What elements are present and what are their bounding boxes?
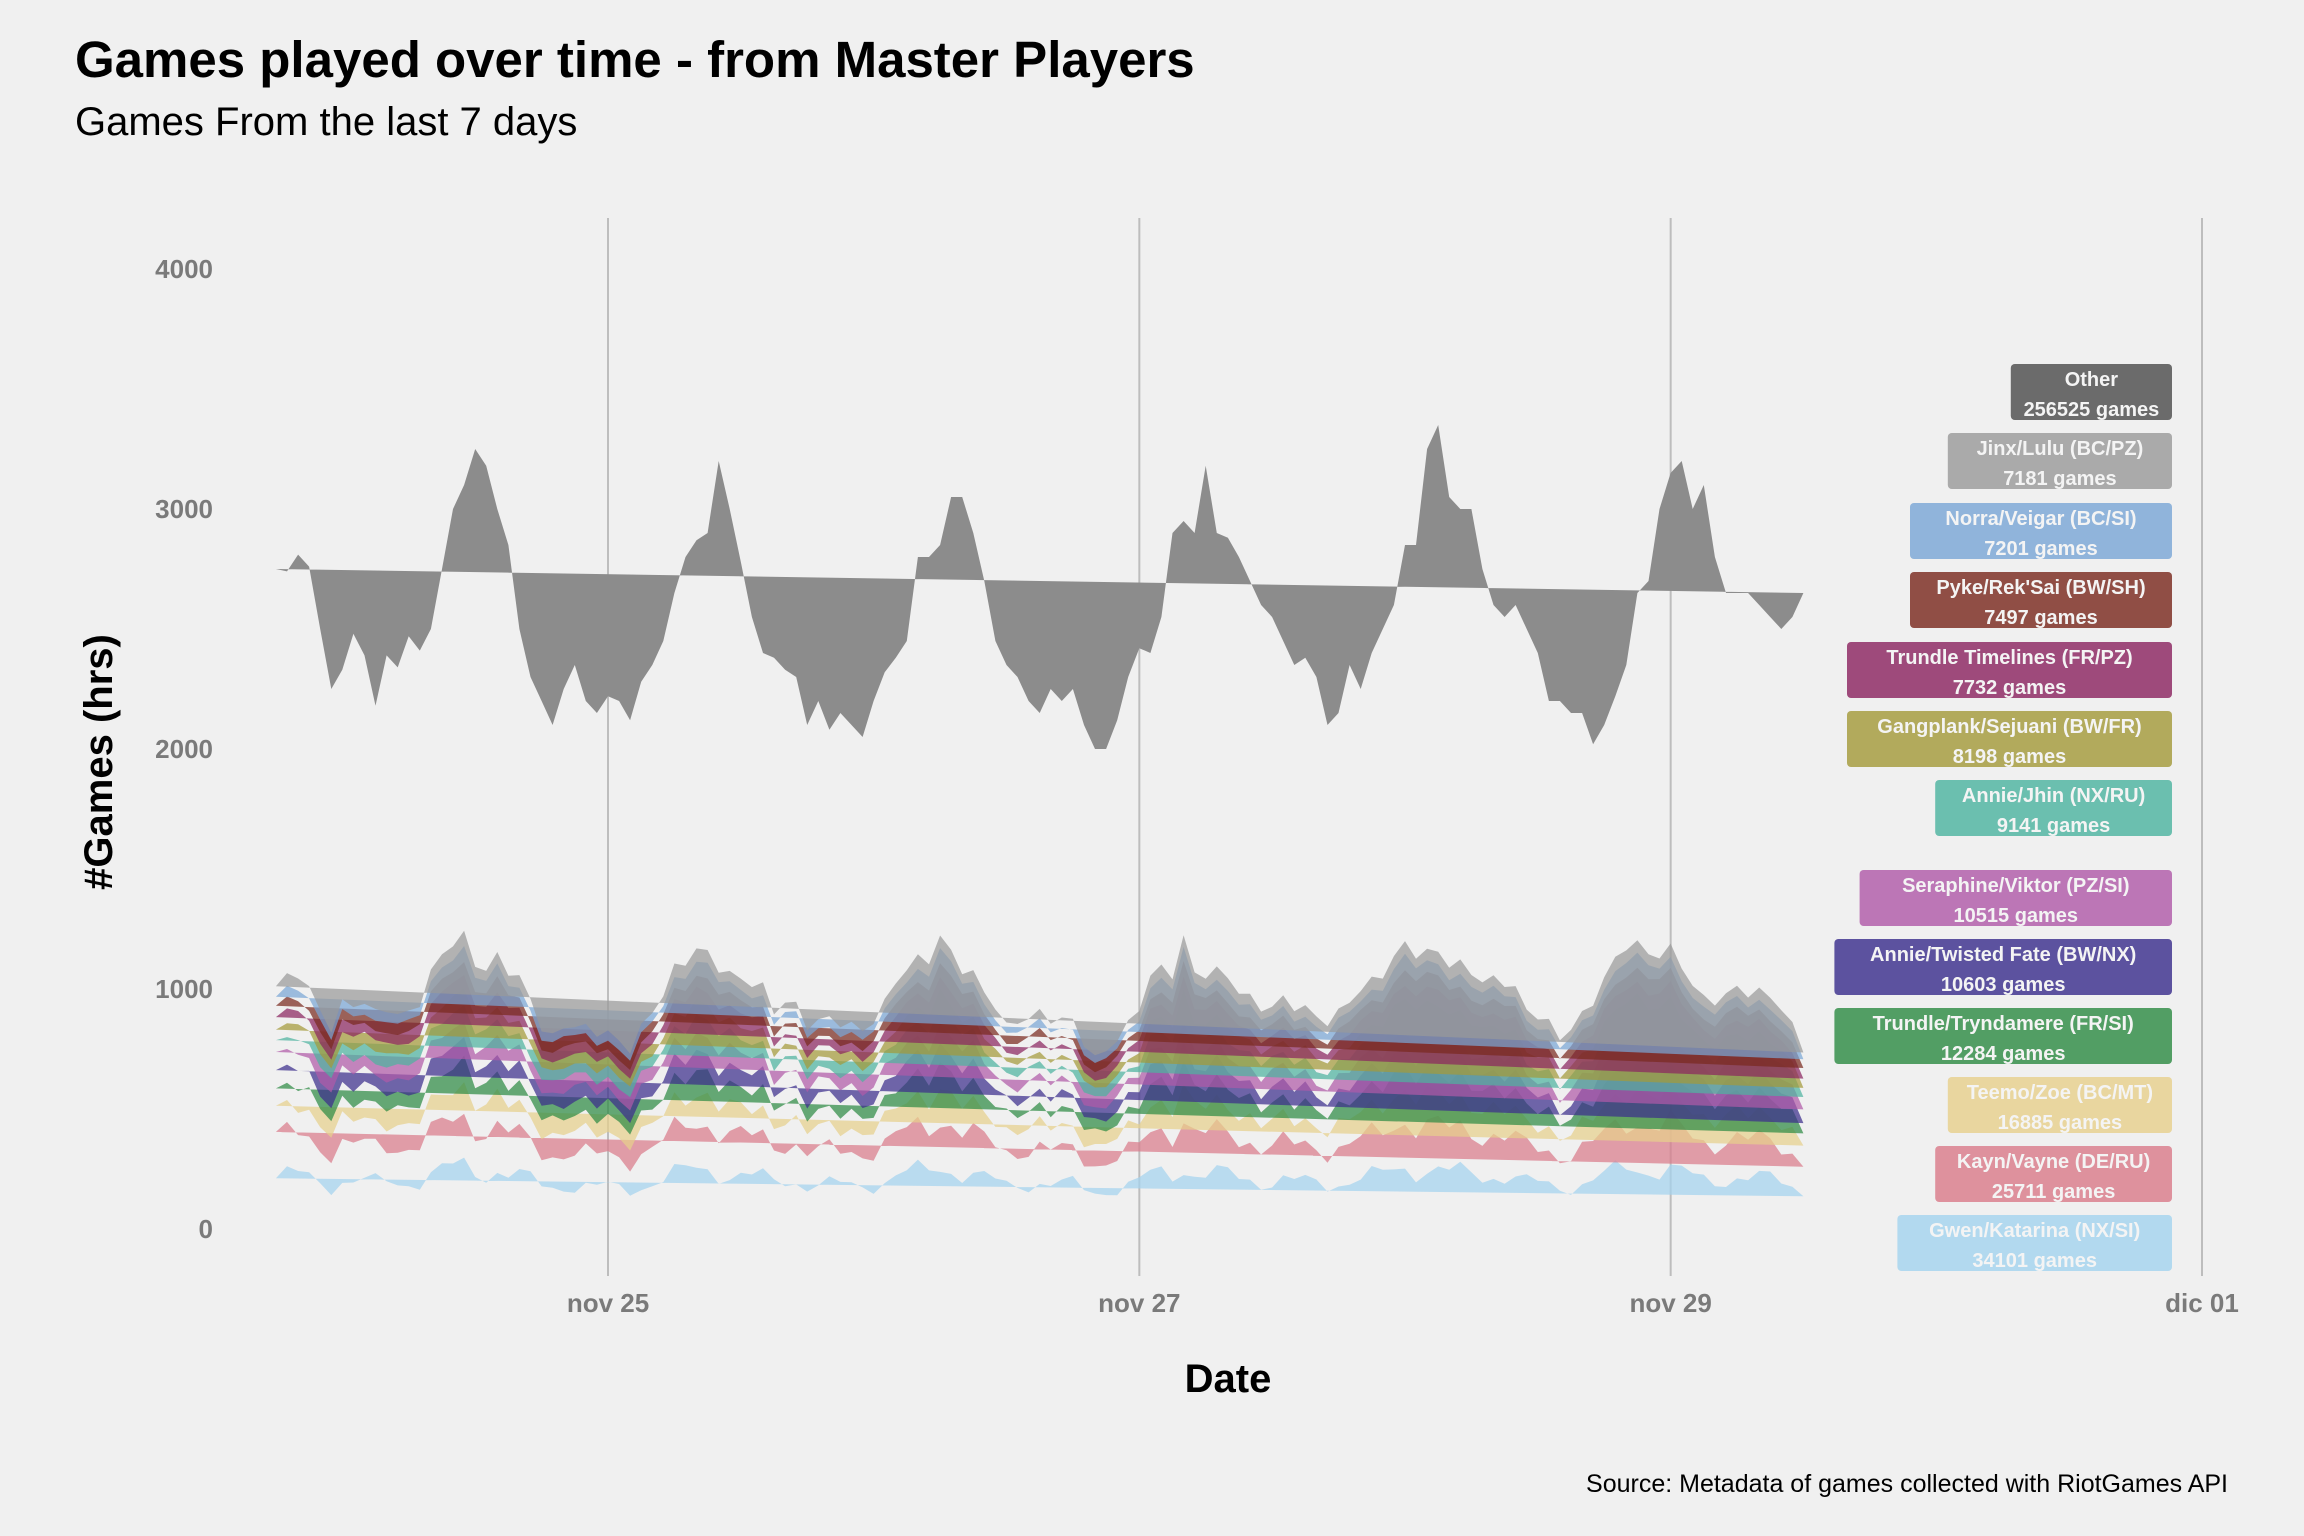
series-label-text: 25711 games	[1992, 1181, 2115, 1203]
series-label: Kayn/Vayne (DE/RU) 25711 games	[1935, 1146, 2172, 1203]
series-label-text: 10515 games	[1954, 905, 2079, 927]
series-label: Trundle Timelines (FR/PZ) 7732 games	[1847, 642, 2172, 699]
series-label-text: Norra/Veigar (BC/SI)	[1945, 508, 2136, 530]
series-label-text: 256525 games	[2024, 399, 2160, 421]
x-tick-label: dic 01	[2165, 1288, 2239, 1318]
series-label: Jinx/Lulu (BC/PZ) 7181 games	[1947, 433, 2172, 490]
series-label-box	[1910, 503, 2172, 559]
x-tick-label: nov 29	[1629, 1288, 1711, 1318]
series-label-text: 7201 games	[1984, 538, 2097, 560]
series-label-text: 8198 games	[1953, 746, 2066, 768]
series-label: Gangplank/Sejuani (BW/FR) 8198 games	[1847, 711, 2172, 768]
series-labels: Gwen/Katarina (NX/SI) 34101 games Kayn/Vay…	[1834, 364, 2172, 1272]
series-areas	[275, 425, 1804, 1197]
series-label: Annie/Jhin (NX/RU) 9141 games	[1935, 780, 2172, 837]
series-label-text: Teemo/Zoe (BC/MT)	[1967, 1082, 2153, 1104]
y-tick-label: 1000	[155, 974, 213, 1004]
chart-caption: Source: Metadata of games collected with…	[1586, 1470, 2228, 1498]
series-label-box	[1859, 870, 2172, 926]
area-other	[275, 425, 1804, 749]
series-label: Seraphine/Viktor (PZ/SI) 10515 games	[1859, 870, 2172, 927]
series-label-text: Annie/Twisted Fate (BW/NX)	[1870, 944, 2136, 966]
series-label-text: Annie/Jhin (NX/RU)	[1962, 785, 2145, 807]
series-label-box	[2010, 364, 2172, 420]
series-label: Trundle/Tryndamere (FR/SI) 12284 games	[1834, 1008, 2172, 1065]
series-label: Pyke/Rek'Sai (BW/SH) 7497 games	[1910, 572, 2172, 629]
series-label-box	[1947, 433, 2172, 489]
series-label-text: Seraphine/Viktor (PZ/SI)	[1902, 875, 2129, 897]
series-label-box	[1847, 642, 2172, 698]
y-axis: 0 1000 2000 3000 4000	[155, 254, 213, 1244]
series-label-text: Trundle/Tryndamere (FR/SI)	[1873, 1013, 2134, 1035]
area-gwen-katarina-nx-si-	[275, 1157, 1804, 1197]
y-tick-label: 4000	[155, 254, 213, 284]
y-tick-label: 0	[199, 1214, 213, 1244]
series-label-text: Trundle Timelines (FR/PZ)	[1886, 647, 2132, 669]
series-label-text: 12284 games	[1941, 1043, 2066, 1065]
series-label-text: Pyke/Rek'Sai (BW/SH)	[1936, 577, 2145, 599]
series-label-box	[1935, 780, 2172, 836]
series-label-box	[1834, 1008, 2172, 1064]
series-label-box	[1847, 711, 2172, 767]
series-label: Annie/Twisted Fate (BW/NX) 10603 games	[1834, 939, 2172, 996]
series-label: Norra/Veigar (BC/SI) 7201 games	[1910, 503, 2172, 560]
series-label: Gwen/Katarina (NX/SI) 34101 games	[1897, 1215, 2172, 1272]
series-label-text: 7732 games	[1953, 677, 2066, 699]
series-label-box	[1834, 939, 2172, 995]
series-label-text: 34101 games	[1972, 1250, 2097, 1272]
y-axis-title: #Games (hrs)	[77, 634, 121, 890]
area-jinx-lulu-bc-pz-	[275, 930, 1804, 1056]
x-axis-title: Date	[1185, 1357, 1272, 1401]
series-label-box	[1947, 1077, 2172, 1133]
series-label-text: 7497 games	[1984, 607, 2097, 629]
x-tick-label: nov 27	[1098, 1288, 1180, 1318]
y-tick-label: 2000	[155, 734, 213, 764]
chart-subtitle: Games From the last 7 days	[75, 100, 578, 144]
y-tick-label: 3000	[155, 494, 213, 524]
series-label-text: Other	[2065, 369, 2119, 391]
series-label: Teemo/Zoe (BC/MT) 16885 games	[1947, 1077, 2172, 1134]
series-label-box	[1910, 572, 2172, 628]
series-label-text: 9141 games	[1997, 815, 2110, 837]
series-label-text: Kayn/Vayne (DE/RU)	[1957, 1151, 2150, 1173]
chart-title: Games played over time - from Master Pla…	[75, 31, 1195, 88]
x-tick-label: nov 25	[567, 1288, 649, 1318]
series-label-text: Gwen/Katarina (NX/SI)	[1929, 1220, 2140, 1242]
series-label-text: 10603 games	[1941, 974, 2066, 996]
series-label-text: 16885 games	[1998, 1112, 2123, 1134]
series-label-box	[1935, 1146, 2172, 1202]
series-label-box	[1897, 1215, 2172, 1271]
area-kayn-vayne-de-ru-	[275, 1110, 1804, 1172]
x-axis: nov 25 nov 27 nov 29 dic 01	[567, 1288, 2239, 1318]
series-label-text: 7181 games	[2003, 468, 2116, 490]
series-label: Other 256525 games	[2010, 364, 2172, 421]
series-label-text: Jinx/Lulu (BC/PZ)	[1977, 438, 2144, 460]
series-label-text: Gangplank/Sejuani (BW/FR)	[1877, 716, 2141, 738]
